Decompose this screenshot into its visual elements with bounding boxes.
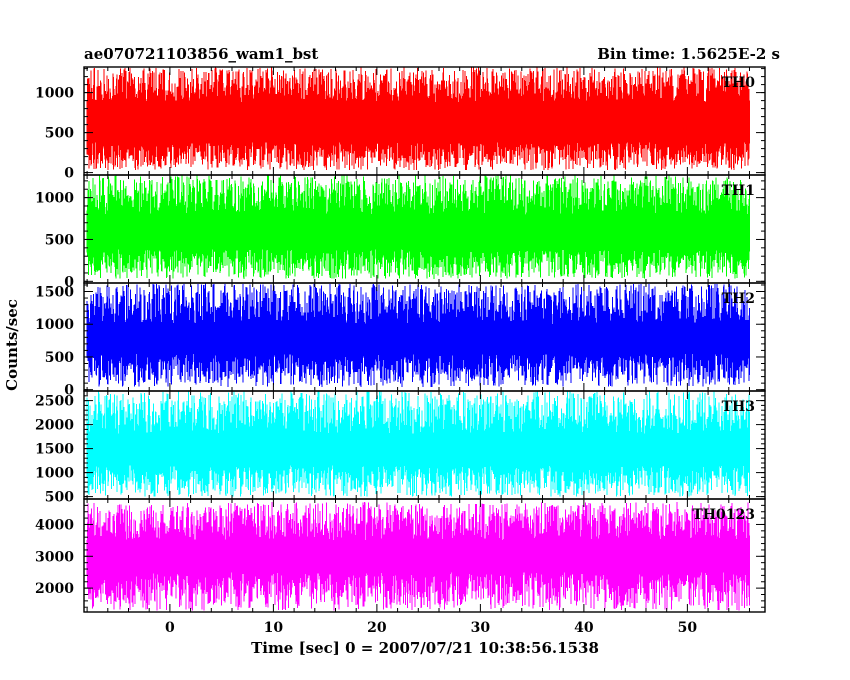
y-tick-label: 1500: [35, 442, 74, 458]
series-core-th0: [87, 102, 750, 143]
y-axis-label: Counts/sec: [3, 299, 21, 391]
y-tick-label: 500: [45, 126, 74, 142]
panel-name-label: TH0: [722, 75, 756, 91]
title-left: ae070721103856_wam1_bst: [84, 45, 318, 63]
series-core-th1: [87, 214, 750, 250]
y-tick-label: 2000: [35, 581, 74, 597]
y-tick-label: 500: [45, 490, 74, 506]
y-tick-label: 0: [64, 166, 74, 182]
panel-name-label: TH0123: [692, 507, 755, 523]
x-tick-label: 20: [367, 620, 387, 636]
panel-th1: [86, 175, 750, 279]
x-tick-label: 40: [574, 620, 594, 636]
x-tick-label: 0: [165, 620, 175, 636]
series-core-th0123: [87, 540, 750, 573]
x-tick-label: 30: [471, 620, 491, 636]
panel-th0: [86, 67, 750, 171]
y-tick-label: 2000: [35, 418, 74, 434]
panels-layer: [86, 67, 750, 611]
y-tick-label: 500: [45, 350, 74, 366]
y-tick-label: 4000: [35, 517, 74, 533]
y-tick-label: 0: [64, 274, 74, 290]
series-core-th3: [87, 434, 750, 466]
series-core-th2: [87, 324, 750, 354]
y-tick-label: 0: [64, 383, 74, 399]
panel-th3: [86, 391, 750, 497]
axes-th0123: 2000 3000 4000 TH0123: [35, 498, 766, 613]
panel-name-label: TH3: [722, 399, 755, 415]
x-axis-label: Time [sec] 0 = 2007/07/21 10:38:56.1538: [251, 639, 599, 657]
panel-th2: [86, 283, 750, 388]
y-tick-label: 1000: [35, 466, 74, 482]
panel-name-label: TH2: [722, 291, 755, 307]
y-tick-label: 1000: [35, 86, 74, 102]
axes-th1: 0 500 1000 TH1: [35, 174, 766, 290]
panel-frame: [83, 498, 766, 613]
title-right: Bin time: 1.5625E-2 s: [597, 45, 780, 63]
panel-th0123: [86, 502, 750, 611]
panel-name-label: TH1: [722, 183, 755, 199]
y-tick-label: 1000: [35, 317, 74, 333]
y-tick-label: 1000: [35, 191, 74, 207]
axes-th3: 500 1000 1500 2000 2500 TH3: [35, 390, 766, 506]
y-tick-label: 2500: [35, 394, 74, 410]
y-tick-label: 500: [45, 232, 74, 248]
y-tick-label: 3000: [35, 549, 74, 565]
x-tick-label: 50: [678, 620, 698, 636]
x-tick-label: 10: [264, 620, 284, 636]
y-tick-label: 1500: [35, 285, 74, 301]
